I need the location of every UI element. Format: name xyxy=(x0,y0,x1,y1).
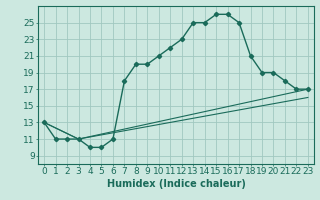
X-axis label: Humidex (Indice chaleur): Humidex (Indice chaleur) xyxy=(107,179,245,189)
